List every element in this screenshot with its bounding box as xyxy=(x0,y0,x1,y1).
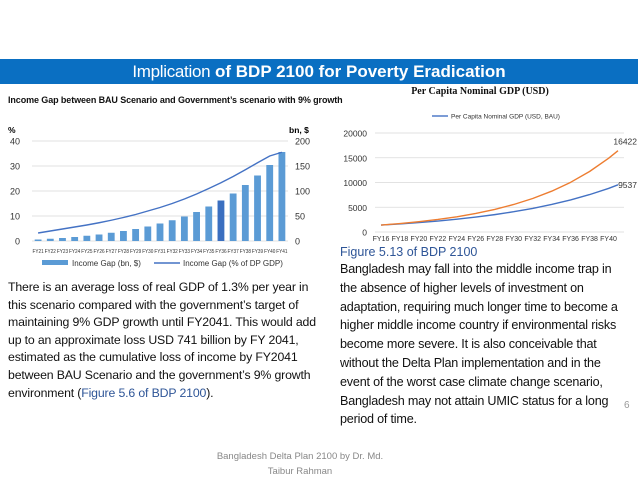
end-value-label: 16422 xyxy=(613,137,637,147)
x-tick-label: FY16 xyxy=(373,236,390,243)
income-gap-bar xyxy=(254,175,261,241)
x-tick-label: FY36 xyxy=(562,236,579,243)
left-y-tick-label: 0 xyxy=(15,237,20,247)
x-tick-label: FY38 xyxy=(240,249,251,255)
income-gap-bar xyxy=(241,185,249,241)
y-tick-label: 10000 xyxy=(343,178,367,188)
left-body: There is an average loss of real GDP of … xyxy=(8,280,316,400)
x-tick-label: FY30 xyxy=(505,236,522,243)
income-gap-bar xyxy=(217,200,225,241)
y-tick-label: 15000 xyxy=(343,153,367,163)
y-tick-label: 20000 xyxy=(343,129,367,139)
slide-title-light: Implication xyxy=(132,62,211,81)
x-tick-label: FY24 xyxy=(448,236,465,243)
left-y-tick-label: 10 xyxy=(10,212,20,222)
legend-bar-label: Income Gap (bn, $) xyxy=(72,259,141,268)
right-y-tick-label: 200 xyxy=(295,137,310,147)
right-y-tick-label: 150 xyxy=(295,162,310,172)
bau-gdp-line xyxy=(380,184,619,226)
x-tick-label: FY34 xyxy=(543,236,560,243)
x-tick-label: FY24 xyxy=(69,249,80,255)
x-tick-label: FY34 xyxy=(191,249,202,255)
end-value-label: 9537 xyxy=(618,180,637,190)
right-axis-unit: bn, $ xyxy=(289,125,309,135)
income-gap-bar xyxy=(95,234,103,241)
x-tick-label: FY20 xyxy=(411,236,428,243)
left-y-tick-label: 30 xyxy=(10,162,20,172)
income-gap-bar xyxy=(132,229,140,241)
x-tick-label: FY18 xyxy=(392,236,409,243)
gdp-chart-title: Per Capita Nominal GDP (USD) xyxy=(411,86,549,97)
x-tick-label: FY38 xyxy=(581,236,598,243)
slide-title-bold: of BDP 2100 for Poverty Eradication xyxy=(210,62,506,81)
legend-bar-swatch xyxy=(42,260,68,265)
x-tick-label: FY26 xyxy=(93,249,104,255)
x-tick-label: FY40 xyxy=(264,249,275,255)
right-y-tick-label: 0 xyxy=(295,237,300,247)
income-gap-bar xyxy=(168,220,176,241)
income-gap-chart-title: Income Gap between BAU Scenario and Gove… xyxy=(8,95,343,105)
x-tick-label: FY35 xyxy=(203,249,214,255)
income-gap-bar xyxy=(144,226,152,241)
income-gap-bar xyxy=(71,237,79,241)
left-y-tick-label: 20 xyxy=(10,187,20,197)
x-tick-label: FY28 xyxy=(486,236,503,243)
left-tail: ). xyxy=(206,385,214,400)
right-paragraph: Bangladesh may fall into the middle inco… xyxy=(340,262,618,427)
x-tick-label: FY32 xyxy=(167,249,178,255)
income-gap-bar xyxy=(278,152,286,241)
x-tick-label: FY22 xyxy=(45,249,56,255)
income-gap-bar xyxy=(266,165,274,241)
income-gap-bar xyxy=(59,238,66,241)
left-y-tick-label: 40 xyxy=(10,137,20,147)
x-tick-label: FY26 xyxy=(467,236,484,243)
x-tick-label: FY21 xyxy=(32,249,43,255)
income-gap-pct-line xyxy=(37,151,283,234)
x-tick-label: FY27 xyxy=(106,249,117,255)
legend-line-label: Income Gap (% of DP GDP) xyxy=(183,259,283,268)
figure-ref-link: Figure 5.6 of BDP 2100 xyxy=(81,385,207,400)
income-gap-bar xyxy=(205,206,213,241)
slide-title-banner: Implication of BDP 2100 for Poverty Erad… xyxy=(0,59,638,84)
x-tick-label: FY36 xyxy=(215,249,226,255)
income-gap-bar xyxy=(83,235,91,241)
x-tick-label: FY41 xyxy=(276,249,287,255)
income-gap-bar xyxy=(229,193,237,241)
x-tick-label: FY25 xyxy=(81,249,92,255)
figure-caption: Figure 5.13 of BDP 2100 xyxy=(340,245,478,259)
x-tick-label: FY30 xyxy=(142,249,153,255)
x-tick-label: FY32 xyxy=(524,236,541,243)
footer-text: Bangladesh Delta Plan 2100 by Dr. Md. Ta… xyxy=(216,451,384,477)
right-y-tick-label: 50 xyxy=(295,212,305,222)
x-tick-label: FY40 xyxy=(600,236,617,243)
left-axis-unit: % xyxy=(8,125,16,135)
income-gap-bar xyxy=(120,231,127,241)
income-gap-bar xyxy=(46,238,54,241)
legend-label: Per Capita Nominal GDP (USD, BAU) xyxy=(451,114,560,121)
y-tick-label: 5000 xyxy=(348,203,367,213)
x-tick-label: FY29 xyxy=(130,249,141,255)
left-paragraph: There is an average loss of real GDP of … xyxy=(8,279,328,402)
x-tick-label: FY23 xyxy=(57,249,68,255)
page-number: 6 xyxy=(624,400,630,411)
income-gap-bar xyxy=(193,212,200,241)
x-tick-label: FY31 xyxy=(154,249,165,255)
income-gap-bar xyxy=(180,216,188,241)
x-tick-label: FY22 xyxy=(430,236,447,243)
gov-gdp-line xyxy=(380,150,619,226)
income-gap-bar xyxy=(107,232,115,241)
income-gap-bar xyxy=(34,239,42,241)
x-tick-label: FY39 xyxy=(252,249,263,255)
y-tick-label: 0 xyxy=(362,228,367,238)
right-y-tick-label: 100 xyxy=(295,187,310,197)
x-tick-label: FY28 xyxy=(118,249,129,255)
x-tick-label: FY33 xyxy=(179,249,190,255)
income-gap-bar xyxy=(156,223,164,241)
x-tick-label: FY37 xyxy=(228,249,239,255)
